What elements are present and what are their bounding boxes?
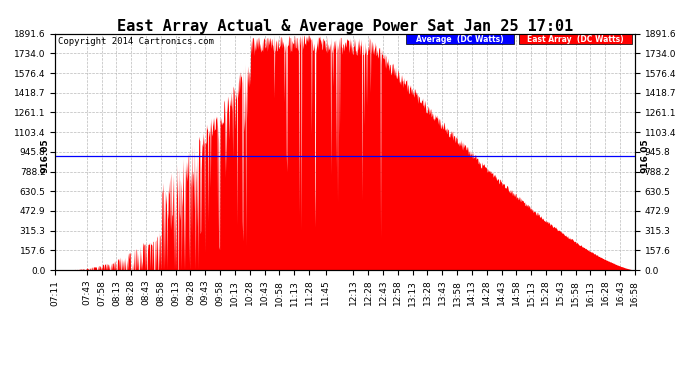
Text: 916.05: 916.05 — [41, 138, 50, 173]
Text: Copyright 2014 Cartronics.com: Copyright 2014 Cartronics.com — [58, 37, 214, 46]
Text: 916.05: 916.05 — [640, 138, 649, 173]
Title: East Array Actual & Average Power Sat Jan 25 17:01: East Array Actual & Average Power Sat Ja… — [117, 19, 573, 34]
